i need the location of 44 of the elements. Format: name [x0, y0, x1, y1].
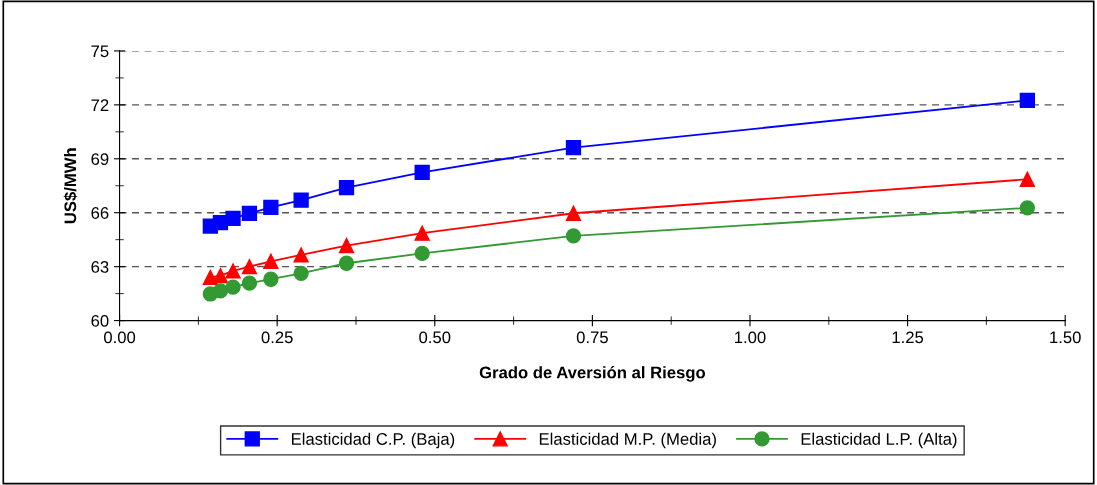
legend-label: Elasticidad C.P. (Baja): [291, 432, 455, 449]
x-tick-label: 0.25: [261, 331, 293, 344]
legend-label: Elasticidad L.P. (Alta): [801, 432, 957, 449]
point: [212, 283, 229, 299]
point: [241, 205, 258, 222]
x-axis-title: Grado de Aversión al Riesgo: [479, 365, 706, 382]
x-tick-label: 1.50: [1050, 331, 1081, 344]
point: [263, 253, 279, 269]
point: [225, 210, 241, 226]
y-tick-label: 75: [91, 45, 109, 58]
y-tick-label: 66: [91, 207, 109, 219]
point: [414, 245, 430, 261]
point: [202, 269, 218, 286]
point: [293, 265, 309, 281]
x-tick-label: 0.00: [104, 331, 136, 344]
y-axis-title: US$/MWh: [63, 148, 78, 224]
y-tick-label: 72: [91, 99, 109, 111]
point: [338, 237, 355, 254]
point: [414, 164, 430, 180]
point: [263, 199, 279, 215]
point: [1019, 200, 1036, 216]
point: [565, 140, 582, 156]
point: [293, 192, 309, 208]
point: [225, 263, 241, 279]
x-tick-label: 1.25: [892, 331, 924, 344]
point: [338, 179, 355, 196]
point: [338, 255, 355, 271]
x-tick-label: 1.00: [735, 331, 766, 344]
x-tick-label: 0.50: [419, 331, 451, 344]
point: [565, 228, 582, 244]
point: [241, 275, 258, 291]
x-tick-label: 0.75: [576, 331, 608, 344]
point: [1019, 92, 1036, 109]
point: [225, 279, 241, 295]
point: [263, 271, 279, 287]
legend-label: Elasticidad M.P. (Media): [539, 432, 716, 449]
point: [565, 205, 582, 221]
y-tick-label: 69: [91, 153, 109, 165]
point: [1019, 171, 1036, 187]
point: [293, 247, 309, 263]
point: [241, 259, 258, 275]
y-tick-label: 60: [91, 314, 109, 327]
y-tick-label: 63: [91, 261, 109, 273]
point: [414, 225, 430, 241]
